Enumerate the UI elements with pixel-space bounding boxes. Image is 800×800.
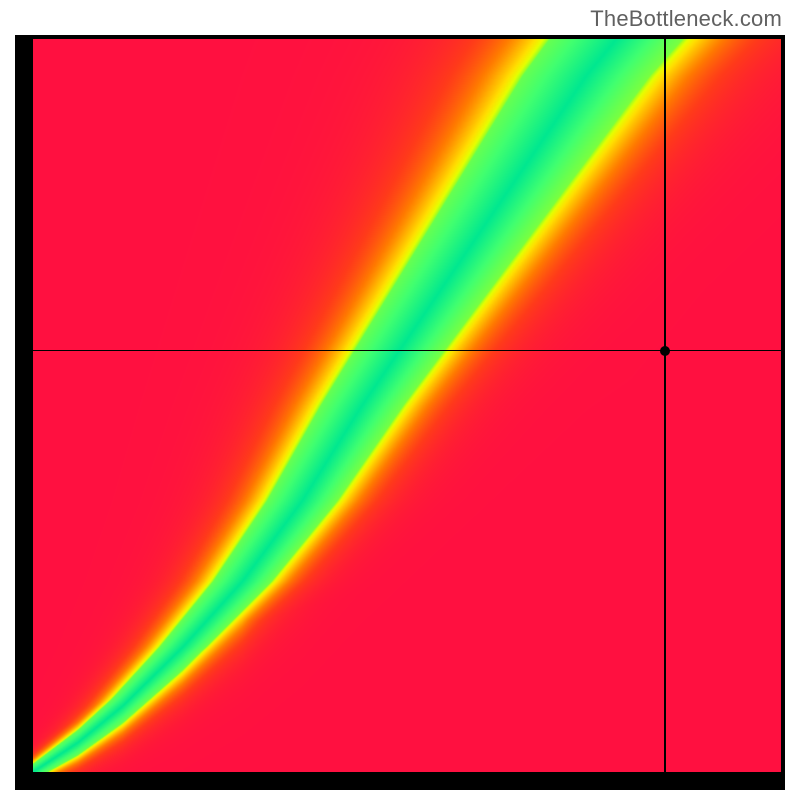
crosshair-vertical	[664, 39, 666, 772]
heatmap-canvas	[33, 39, 781, 772]
plot-area	[33, 39, 781, 772]
plot-frame	[15, 35, 785, 790]
watermark-text: TheBottleneck.com	[590, 6, 782, 32]
chart-container: TheBottleneck.com	[0, 0, 800, 800]
crosshair-marker	[660, 346, 670, 356]
